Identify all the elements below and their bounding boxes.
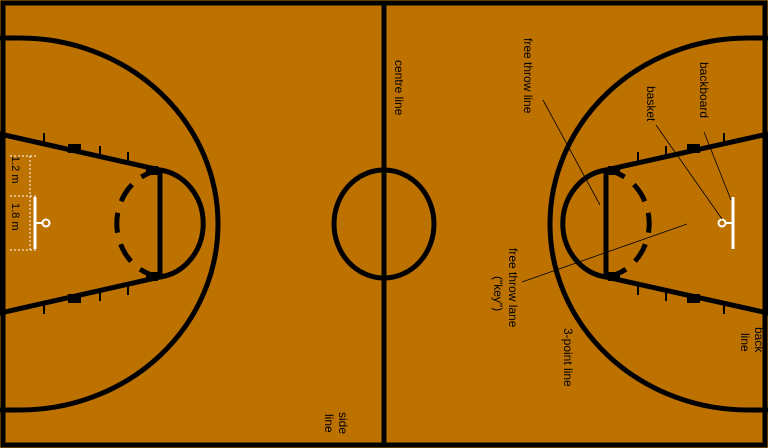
left-lane-block	[68, 294, 81, 303]
left-lane-elbow	[146, 166, 158, 175]
centre-circle	[331, 167, 437, 281]
right-hoop	[717, 197, 735, 249]
right-free-throw-circle-dashed	[605, 167, 652, 280]
leader-backboard	[703, 131, 732, 201]
dim-label-bottom: 1.8 m	[9, 203, 21, 231]
right-lane-elbow	[608, 272, 620, 281]
left-three-point-line	[0, 35, 221, 413]
label-basket: basket	[644, 86, 658, 122]
left-free-throw-circle	[159, 167, 206, 280]
label-back-line-2: line	[738, 333, 752, 352]
leader-free-throw-lane	[521, 223, 688, 283]
left-free-throw-circle-dashed	[114, 167, 161, 280]
label-centre-line: centre line	[392, 60, 406, 116]
label-side-line-1: side	[336, 412, 350, 434]
label-free-throw-line: free throw line	[521, 38, 535, 114]
left-hoop	[33, 197, 51, 249]
left-lane-block	[68, 144, 81, 153]
label-side-line-2: line	[322, 414, 336, 433]
leader-free-throw-line	[542, 99, 601, 206]
label-free-throw-lane: free throw lane	[506, 248, 520, 328]
right-lane-block	[687, 144, 700, 153]
right-lane-elbow	[608, 166, 620, 175]
right-free-throw-circle	[560, 167, 607, 280]
label-three-point-line: 3-point line	[561, 328, 575, 387]
leader-basket	[655, 124, 723, 220]
dim-label-top: 1.2 m	[9, 156, 21, 184]
right-lane-block	[687, 294, 700, 303]
label-back-line-1: back	[752, 327, 766, 353]
left-lane-elbow	[146, 272, 158, 281]
basket-icon	[41, 218, 51, 228]
right-three-point-line	[547, 35, 768, 413]
basket-icon	[717, 218, 727, 228]
label-backboard: backboard	[697, 62, 711, 118]
label-free-throw-lane-key: ("key")	[491, 276, 505, 311]
